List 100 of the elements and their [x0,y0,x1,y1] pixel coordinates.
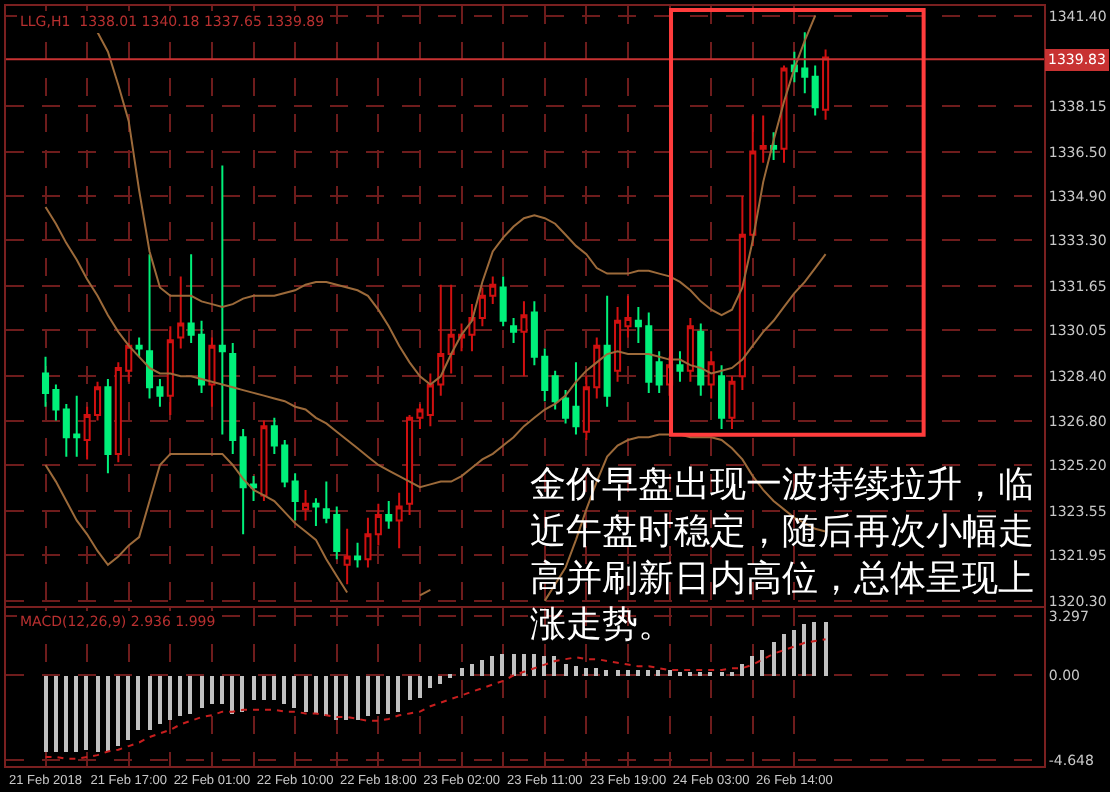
bar [396,676,400,713]
candlestick [218,164,226,436]
bar [522,654,526,677]
bar [314,676,318,715]
bar [356,676,360,721]
bar [594,668,598,677]
bar [512,654,516,677]
bar [344,676,348,721]
bar [604,670,608,677]
bar [54,676,58,753]
bar [500,654,504,677]
bar [220,676,224,705]
candlestick [770,131,778,161]
candlestick [260,419,268,503]
bar [438,676,442,685]
candlestick [229,341,237,455]
bar [210,676,214,705]
candlestick [302,488,310,522]
bar [334,676,338,721]
bar [386,676,390,715]
bar [760,650,764,677]
bar [324,676,328,717]
bar [750,656,754,677]
bar [200,676,204,709]
bar [292,676,296,709]
candlestick [520,300,528,378]
bar [552,656,556,677]
bar [490,656,494,677]
bar [304,676,308,713]
bar [240,676,244,713]
candlestick [385,500,393,530]
bar [282,676,286,705]
candlestick [676,350,684,383]
candlestick [510,317,518,344]
bar [272,676,276,701]
bar [148,676,152,731]
bar [262,676,266,701]
candlestick [686,317,694,383]
bar [542,656,546,677]
candlestick [104,378,112,475]
candlestick [395,491,403,550]
bar [168,676,172,721]
bar [44,676,48,753]
bar [772,642,776,677]
bar [158,676,162,725]
candlestick [603,294,611,408]
candlestick [177,275,185,350]
bar [802,624,806,677]
bar [230,676,234,715]
bar [376,676,380,715]
bar [626,670,630,677]
bar [74,676,78,753]
bar [824,622,828,677]
candlestick [707,350,715,400]
candlestick [343,527,351,586]
candlestick [655,350,663,394]
bar [668,670,672,677]
candlestick [811,64,819,117]
bar [106,676,110,753]
bar [812,622,816,677]
candlestick [291,472,299,522]
bar [616,670,620,677]
bar [408,676,412,701]
bar [96,676,100,753]
candlestick [135,336,143,358]
candlestick [499,275,507,328]
bar [646,670,650,677]
bar [564,664,568,677]
bar [418,676,422,699]
bar [782,634,786,677]
candlestick [208,336,216,408]
bar [252,676,256,701]
bar [656,670,660,677]
candlestick [759,114,767,164]
line-series [44,638,827,760]
bar [740,664,744,677]
bar [636,670,640,677]
bar [116,676,120,747]
candlestick [728,375,736,430]
bar [480,660,484,677]
bar [584,668,588,677]
candlestick [697,322,705,397]
candlestick [718,364,726,430]
bar [188,676,192,715]
bar [470,664,474,677]
bar [792,630,796,677]
candlestick [822,48,830,121]
candlestick [166,325,174,417]
candlestick [312,497,320,527]
bar [428,676,432,689]
bar [84,676,88,751]
bar [126,676,130,741]
bar [574,666,578,677]
bar [460,668,464,677]
bar [178,676,182,717]
bar [64,676,68,753]
candlestick [354,541,362,569]
bar [366,676,370,717]
candlestick [780,64,788,164]
bar [136,676,140,731]
